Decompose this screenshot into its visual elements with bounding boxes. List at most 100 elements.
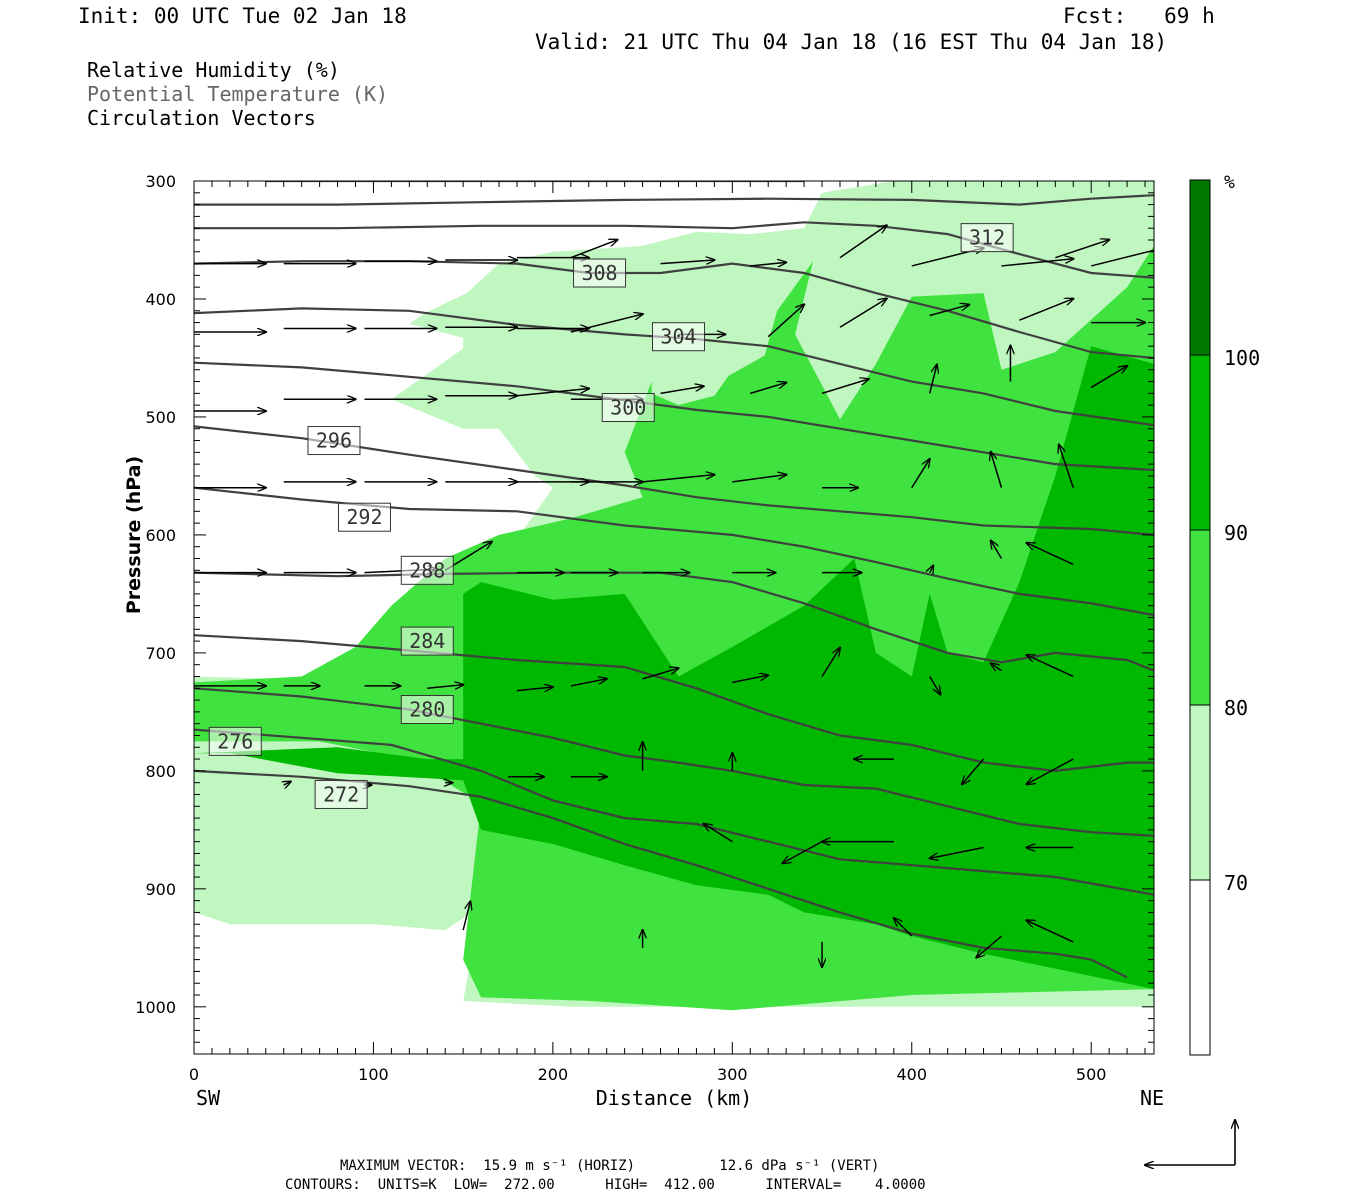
theta-contour-276 (194, 728, 1154, 896)
circulation-vector (839, 298, 887, 328)
circulation-vector (991, 663, 1002, 670)
colorbar-segment-80-90 (1189, 529, 1211, 706)
circulation-vector (929, 305, 970, 317)
circulation-vectors (194, 225, 1154, 967)
max-vector-note: MAXIMUM VECTOR: 15.9 m s⁻¹ (HORIZ) 12.6 … (340, 1158, 880, 1174)
theta-contour-312 (194, 221, 1154, 279)
circulation-vector (642, 475, 715, 483)
theta-label-284: 284 (409, 629, 445, 653)
y-tick-label-500: 500 (145, 408, 176, 427)
theta-contour-296 (194, 425, 1154, 536)
colorbar-segment-below-70 (1189, 879, 1211, 1056)
theta-label-box-280 (400, 695, 454, 725)
circulation-vector (732, 675, 768, 684)
theta-label-308: 308 (581, 261, 617, 285)
theta-label-box-300 (601, 393, 655, 423)
y-tick-label-1000: 1000 (135, 998, 176, 1017)
colorbar-segment-above-100 (1189, 179, 1211, 356)
axes: 0 100 200 300 400 500 300 400 500 600 700 800 900 100… (135, 172, 1154, 1084)
circulation-vector (1090, 366, 1127, 389)
y-tick-label-900: 900 (145, 880, 176, 899)
circulation-vector (642, 668, 679, 680)
circulation-vector (991, 541, 1003, 559)
theta-label-box-276 (208, 726, 262, 756)
circulation-vector (894, 918, 913, 937)
circulation-vector (1059, 445, 1074, 488)
circulation-vector (821, 648, 840, 677)
x-tick-label-0: 0 (189, 1065, 199, 1084)
circulation-vector (516, 389, 589, 397)
theta-label-box-304 (651, 322, 705, 352)
valid-time-label: Valid: 21 UTC Thu 04 Jan 18 (16 EST Thu … (535, 30, 1168, 54)
circulation-vector (660, 260, 715, 264)
theta-label-box-272 (314, 779, 368, 809)
circulation-vector (1026, 758, 1074, 784)
circulation-vector (732, 475, 786, 483)
circulation-vector (284, 781, 291, 785)
circulation-vector (570, 240, 618, 259)
circulation-vector (930, 565, 934, 572)
x-tick-label-500: 500 (1076, 1065, 1107, 1084)
theta-label-300: 300 (610, 396, 646, 420)
theta-contour-272 (194, 769, 1128, 979)
circulation-vector (991, 452, 1003, 488)
theta-label-box-292 (337, 502, 391, 532)
circulation-vector (750, 262, 786, 266)
circulation-vector (704, 824, 733, 843)
circulation-vector (462, 901, 470, 931)
rh-region-90 (194, 346, 1154, 990)
y-tick-label-800: 800 (145, 762, 176, 781)
y-axis-label: Pressure (hPa) (123, 456, 145, 614)
circulation-vector (928, 365, 937, 394)
theta-label-box-288 (400, 555, 454, 585)
colorbar-segment-90-100 (1189, 354, 1211, 531)
theta-label-box-312 (960, 223, 1014, 253)
circulation-vector (750, 383, 786, 395)
circulation-vector (929, 676, 941, 694)
x-axis-label: Distance (km) (596, 1086, 753, 1110)
circulation-vector (821, 379, 869, 395)
theta-label-304: 304 (660, 325, 696, 349)
theta-label-288: 288 (409, 558, 445, 582)
colorbar-unit: % (1224, 172, 1235, 193)
x-tick-label-400: 400 (896, 1065, 927, 1084)
y-tick-label-600: 600 (145, 526, 176, 545)
x-axis-right-end: NE (1140, 1086, 1164, 1110)
circulation-vector (1019, 299, 1073, 321)
circulation-vector (930, 846, 984, 859)
init-time-label: Init: 00 UTC Tue 02 Jan 18 (78, 4, 407, 28)
y-tick-label-700: 700 (145, 644, 176, 663)
circulation-vector (911, 459, 930, 489)
circulation-vector (427, 685, 463, 689)
theta-label-296: 296 (316, 429, 352, 453)
theta-contour-292 (194, 486, 1154, 617)
x-tick-label-300: 300 (717, 1065, 748, 1084)
legend-relative-humidity: Relative Humidity (%) (87, 58, 340, 82)
theta-contour-304 (194, 307, 1154, 427)
circulation-vector (660, 386, 704, 395)
colorbar-label-70: 70 (1224, 871, 1248, 895)
contours-note: CONTOURS: UNITS=K LOW= 272.00 HIGH= 412.… (285, 1177, 926, 1193)
colorbar-segment-70-80 (1189, 704, 1211, 881)
circulation-vector (1091, 248, 1154, 267)
circulation-vector (1026, 543, 1074, 566)
legend-potential-temperature: Potential Temperature (K) (87, 82, 389, 106)
colorbar-label-80: 80 (1224, 696, 1248, 720)
theta-label-box-296 (307, 426, 361, 456)
circulation-vector (570, 314, 643, 333)
circulation-vector (516, 687, 553, 691)
reference-vector-key (1145, 1120, 1235, 1165)
y-tick-label-300: 300 (145, 172, 176, 191)
circulation-vector (1001, 259, 1073, 267)
theta-label-box-284 (400, 626, 454, 656)
circulation-vector (782, 840, 823, 864)
relative-humidity-fill (194, 181, 1154, 1011)
theta-label-312: 312 (969, 226, 1005, 250)
circulation-vector (767, 304, 804, 338)
colorbar: 70 80 90 100 % (1189, 172, 1260, 1056)
x-tick-label-200: 200 (538, 1065, 569, 1084)
colorbar-label-90: 90 (1224, 521, 1248, 545)
circulation-vector (976, 935, 1002, 958)
circulation-vector (1055, 240, 1109, 259)
